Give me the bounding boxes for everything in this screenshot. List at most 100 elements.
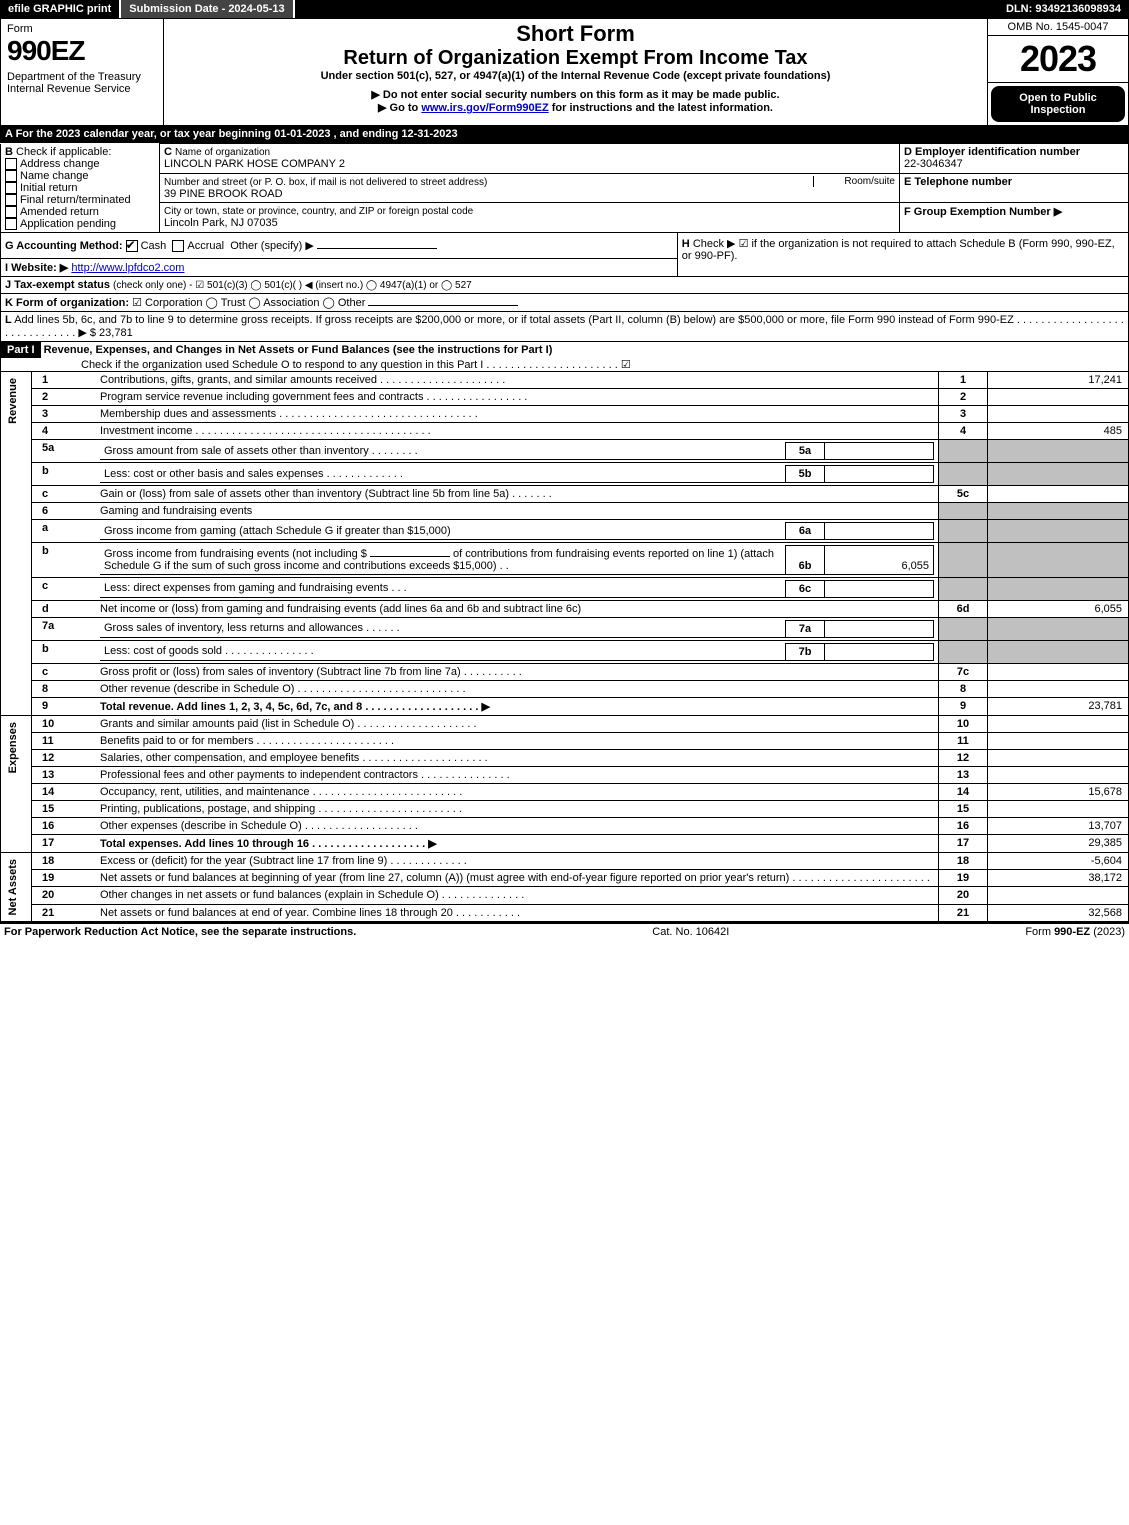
l16-n: 16	[32, 817, 97, 834]
l1-bn: 1	[939, 372, 988, 389]
org-info-block: B Check if applicable: Address change Na…	[0, 143, 1129, 233]
cash-checkbox[interactable]	[126, 240, 138, 252]
l13-t: Professional fees and other payments to …	[96, 766, 939, 783]
c-text: Name of organization	[175, 147, 270, 158]
l11-n: 11	[32, 732, 97, 749]
j-label: J Tax-exempt status	[5, 279, 110, 291]
form-label: Form	[7, 23, 157, 35]
form-header: Form 990EZ Department of the Treasury In…	[0, 18, 1129, 126]
l6a-t: Gross income from gaming (attach Schedul…	[100, 523, 786, 540]
l9-t: Total revenue. Add lines 1, 2, 3, 4, 5c,…	[96, 697, 939, 715]
l5a-t: Gross amount from sale of assets other t…	[100, 443, 786, 460]
l8-bn: 8	[939, 680, 988, 697]
irs-link[interactable]: www.irs.gov/Form990EZ	[421, 102, 548, 114]
city-value: Lincoln Park, NJ 07035	[164, 217, 278, 229]
street-label: Number and street (or P. O. box, if mail…	[164, 177, 487, 188]
irs-label: Internal Revenue Service	[7, 83, 157, 95]
other-label: Other (specify) ▶	[230, 240, 314, 252]
d-label: D Employer identification number	[904, 146, 1080, 158]
l21-bn: 21	[939, 904, 988, 921]
omb-number: OMB No. 1545-0047	[988, 19, 1128, 36]
l6d-t: Net income or (loss) from gaming and fun…	[96, 600, 939, 617]
l17-n: 17	[32, 834, 97, 852]
l15-t: Printing, publications, postage, and shi…	[96, 800, 939, 817]
top-bar: efile GRAPHIC print Submission Date - 20…	[0, 0, 1129, 18]
l4-v: 485	[988, 423, 1129, 440]
l3-bn: 3	[939, 406, 988, 423]
final-return: Final return/terminated	[20, 194, 131, 206]
website-link[interactable]: http://www.lpfdco2.com	[71, 262, 184, 274]
l12-n: 12	[32, 749, 97, 766]
l5a-sv	[825, 443, 934, 460]
l12-bn: 12	[939, 749, 988, 766]
l19-v: 38,172	[988, 870, 1129, 887]
l14-v: 15,678	[988, 783, 1129, 800]
page-footer: For Paperwork Reduction Act Notice, see …	[0, 922, 1129, 940]
l11-t: Benefits paid to or for members . . . . …	[96, 732, 939, 749]
l18-bn: 18	[939, 852, 988, 869]
l6a-sv	[825, 523, 934, 540]
l4-t: Investment income . . . . . . . . . . . …	[96, 423, 939, 440]
l12-t: Salaries, other compensation, and employ…	[96, 749, 939, 766]
l7c-bn: 7c	[939, 663, 988, 680]
l17-v: 29,385	[988, 834, 1129, 852]
l9-n: 9	[32, 697, 97, 715]
l20-v	[988, 887, 1129, 904]
l5c-t: Gain or (loss) from sale of assets other…	[96, 486, 939, 503]
k-text: ☑ Corporation ◯ Trust ◯ Association ◯ Ot…	[132, 297, 365, 309]
l9-bn: 9	[939, 697, 988, 715]
footer-mid: Cat. No. 10642I	[652, 926, 729, 938]
f-label: F Group Exemption Number ▶	[904, 206, 1062, 218]
l6b-sv: 6,055	[825, 546, 934, 575]
l3-t: Membership dues and assessments . . . . …	[96, 406, 939, 423]
name-change-checkbox[interactable]	[5, 170, 17, 182]
l13-n: 13	[32, 766, 97, 783]
l16-bn: 16	[939, 817, 988, 834]
l18-v: -5,604	[988, 852, 1129, 869]
h-text: Check ▶ ☑ if the organization is not req…	[682, 238, 1115, 262]
expenses-side-label: Expenses	[5, 718, 21, 777]
h-label: H	[682, 238, 690, 250]
addr-change: Address change	[20, 158, 100, 170]
gh-block: G Accounting Method: Cash Accrual Other …	[0, 233, 1129, 277]
l11-v	[988, 732, 1129, 749]
revenue-side-label: Revenue	[5, 374, 21, 428]
l7a-t: Gross sales of inventory, less returns a…	[100, 620, 786, 637]
l17-t: Total expenses. Add lines 10 through 16 …	[96, 834, 939, 852]
l2-n: 2	[32, 389, 97, 406]
dept-label: Department of the Treasury	[7, 71, 157, 83]
l20-bn: 20	[939, 887, 988, 904]
l7c-v	[988, 663, 1129, 680]
accrual-checkbox[interactable]	[172, 240, 184, 252]
l-value: 23,781	[99, 327, 133, 339]
l6d-bn: 6d	[939, 600, 988, 617]
l5c-v	[988, 486, 1129, 503]
final-return-checkbox[interactable]	[5, 194, 17, 206]
app-pending-checkbox[interactable]	[5, 218, 17, 230]
l7c-t: Gross profit or (loss) from sales of inv…	[96, 663, 939, 680]
l5b-n: b	[32, 463, 97, 486]
l6-n: 6	[32, 503, 97, 520]
l13-v	[988, 766, 1129, 783]
l21-n: 21	[32, 904, 97, 921]
l7c-n: c	[32, 663, 97, 680]
l1-n: 1	[32, 372, 97, 389]
l19-n: 19	[32, 870, 97, 887]
initial-return-checkbox[interactable]	[5, 182, 17, 194]
efile-print[interactable]: efile GRAPHIC print	[0, 0, 121, 18]
l15-n: 15	[32, 800, 97, 817]
l7b-t: Less: cost of goods sold . . . . . . . .…	[100, 643, 786, 660]
l21-v: 32,568	[988, 904, 1129, 921]
addr-change-checkbox[interactable]	[5, 158, 17, 170]
under-section: Under section 501(c), 527, or 4947(a)(1)…	[170, 70, 981, 82]
l4-n: 4	[32, 423, 97, 440]
l6b-t1: Gross income from fundraising events (no…	[104, 548, 367, 560]
line-k: K Form of organization: ☑ Corporation ◯ …	[0, 294, 1129, 312]
l8-t: Other revenue (describe in Schedule O) .…	[96, 680, 939, 697]
amended-return-checkbox[interactable]	[5, 206, 17, 218]
goto-link-line: ▶ Go to www.irs.gov/Form990EZ for instru…	[170, 101, 981, 114]
ein-value: 22-3046347	[904, 158, 963, 170]
l12-v	[988, 749, 1129, 766]
cash-label: Cash	[141, 240, 167, 252]
l5a-v	[988, 440, 1129, 463]
